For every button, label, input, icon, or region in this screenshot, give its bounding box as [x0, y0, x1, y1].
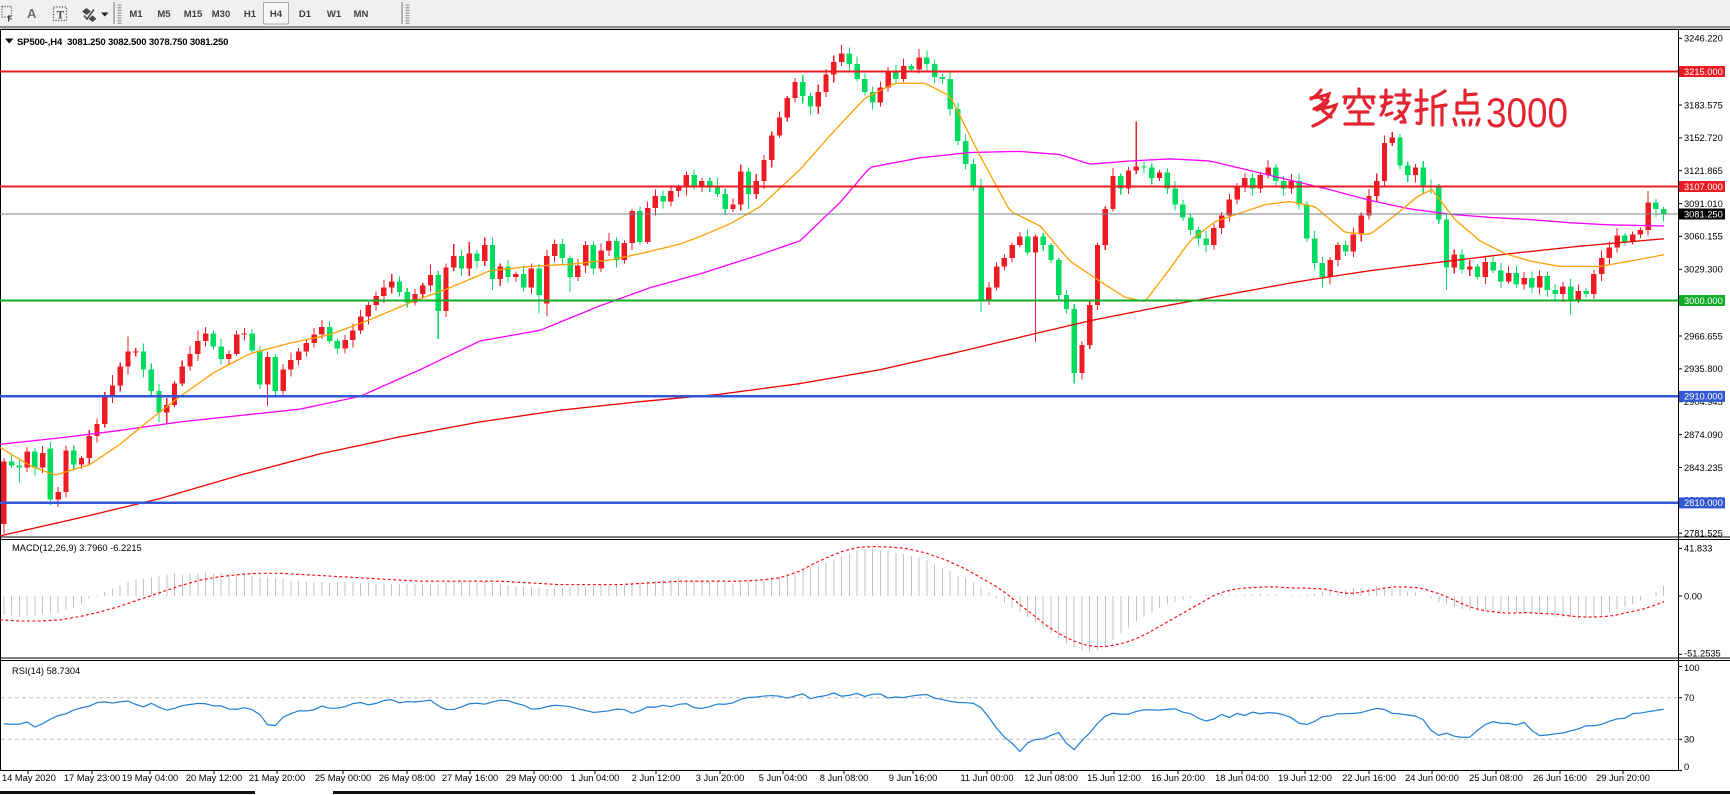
svg-text:3152.720: 3152.720: [1684, 133, 1723, 143]
svg-text:3091.010: 3091.010: [1684, 199, 1723, 209]
svg-text:W1: W1: [327, 9, 342, 20]
svg-text:3121.865: 3121.865: [1684, 166, 1723, 176]
svg-text:T: T: [57, 10, 65, 22]
svg-text:16 Jun 20:00: 16 Jun 20:00: [1151, 773, 1205, 783]
svg-text:M15: M15: [184, 9, 203, 20]
svg-text:30: 30: [1684, 735, 1694, 745]
svg-text:M1: M1: [129, 9, 143, 20]
svg-text:2966.655: 2966.655: [1684, 331, 1723, 341]
svg-text:29 May 00:00: 29 May 00:00: [506, 773, 562, 783]
svg-text:3107.000: 3107.000: [1684, 182, 1723, 192]
svg-text:11 Jun 00:00: 11 Jun 00:00: [960, 773, 1013, 783]
svg-text:SP500-,H4 3081.250 3082.500 3: SP500-,H4 3081.250 3082.500 3078.750 308…: [17, 37, 228, 48]
svg-text:2843.235: 2843.235: [1684, 463, 1723, 473]
svg-text:100: 100: [1684, 663, 1700, 673]
svg-text:M5: M5: [157, 9, 171, 20]
svg-text:3029.300: 3029.300: [1684, 265, 1723, 275]
svg-text:12 Jun 08:00: 12 Jun 08:00: [1024, 773, 1078, 783]
svg-text:26 May 08:00: 26 May 08:00: [379, 773, 435, 783]
svg-text:2904.945: 2904.945: [1684, 397, 1723, 407]
svg-text:3183.575: 3183.575: [1684, 100, 1723, 110]
svg-text:27 May 16:00: 27 May 16:00: [442, 773, 498, 783]
svg-text:F: F: [8, 15, 13, 24]
svg-text:21 May 20:00: 21 May 20:00: [249, 773, 305, 783]
svg-text:2810.000: 2810.000: [1684, 498, 1723, 508]
svg-text:RSI(14) 58.7304: RSI(14) 58.7304: [12, 666, 80, 676]
svg-text:2874.090: 2874.090: [1684, 430, 1723, 440]
svg-text:0: 0: [1684, 762, 1689, 772]
svg-text:3081.250: 3081.250: [1684, 209, 1723, 219]
svg-text:19 May 04:00: 19 May 04:00: [122, 773, 178, 783]
svg-text:3 Jun 20:00: 3 Jun 20:00: [696, 773, 745, 783]
svg-text:MN: MN: [354, 9, 369, 20]
svg-text:2 Jun 12:00: 2 Jun 12:00: [632, 773, 681, 783]
svg-text:19 Jun 12:00: 19 Jun 12:00: [1278, 773, 1332, 783]
svg-text:26 Jun 16:00: 26 Jun 16:00: [1533, 773, 1587, 783]
svg-text:15 Jun 12:00: 15 Jun 12:00: [1087, 773, 1141, 783]
svg-text:A: A: [27, 6, 37, 21]
svg-text:3060.155: 3060.155: [1684, 232, 1723, 242]
svg-text:22 Jun 16:00: 22 Jun 16:00: [1342, 773, 1396, 783]
svg-text:H4: H4: [270, 9, 283, 20]
svg-text:H1: H1: [244, 9, 257, 20]
svg-text:14 May 2020: 14 May 2020: [2, 773, 56, 783]
svg-text:29 Jun 20:00: 29 Jun 20:00: [1596, 773, 1650, 783]
svg-text:17 May 23:00: 17 May 23:00: [64, 773, 120, 783]
svg-text:24 Jun 00:00: 24 Jun 00:00: [1405, 773, 1459, 783]
svg-text:3000.000: 3000.000: [1684, 296, 1723, 306]
svg-text:8 Jun 08:00: 8 Jun 08:00: [820, 773, 869, 783]
svg-text:20 May 12:00: 20 May 12:00: [186, 773, 242, 783]
svg-text:0.00: 0.00: [1684, 591, 1702, 601]
svg-text:70: 70: [1684, 693, 1694, 703]
svg-text:25 May 00:00: 25 May 00:00: [315, 773, 371, 783]
svg-text:D1: D1: [299, 9, 312, 20]
svg-text:3246.220: 3246.220: [1684, 34, 1723, 44]
svg-text:2935.800: 2935.800: [1684, 364, 1723, 374]
svg-text:9 Jun 16:00: 9 Jun 16:00: [889, 773, 938, 783]
svg-text:41.833: 41.833: [1684, 544, 1712, 554]
svg-text:MACD(12,26,9) 3.7960 -6.2215: MACD(12,26,9) 3.7960 -6.2215: [12, 543, 142, 553]
svg-text:5 Jun 04:00: 5 Jun 04:00: [759, 773, 808, 783]
svg-text:2781.525: 2781.525: [1684, 529, 1723, 539]
svg-text:25 Jun 08:00: 25 Jun 08:00: [1469, 773, 1523, 783]
svg-text:2910.000: 2910.000: [1684, 392, 1723, 402]
svg-text:M30: M30: [212, 9, 230, 20]
svg-text:-51.2535: -51.2535: [1684, 648, 1721, 658]
svg-text:3215.000: 3215.000: [1684, 67, 1723, 77]
svg-text:3000: 3000: [1486, 89, 1568, 136]
svg-text:1 Jun 04:00: 1 Jun 04:00: [571, 773, 620, 783]
svg-text:18 Jun 04:00: 18 Jun 04:00: [1215, 773, 1269, 783]
